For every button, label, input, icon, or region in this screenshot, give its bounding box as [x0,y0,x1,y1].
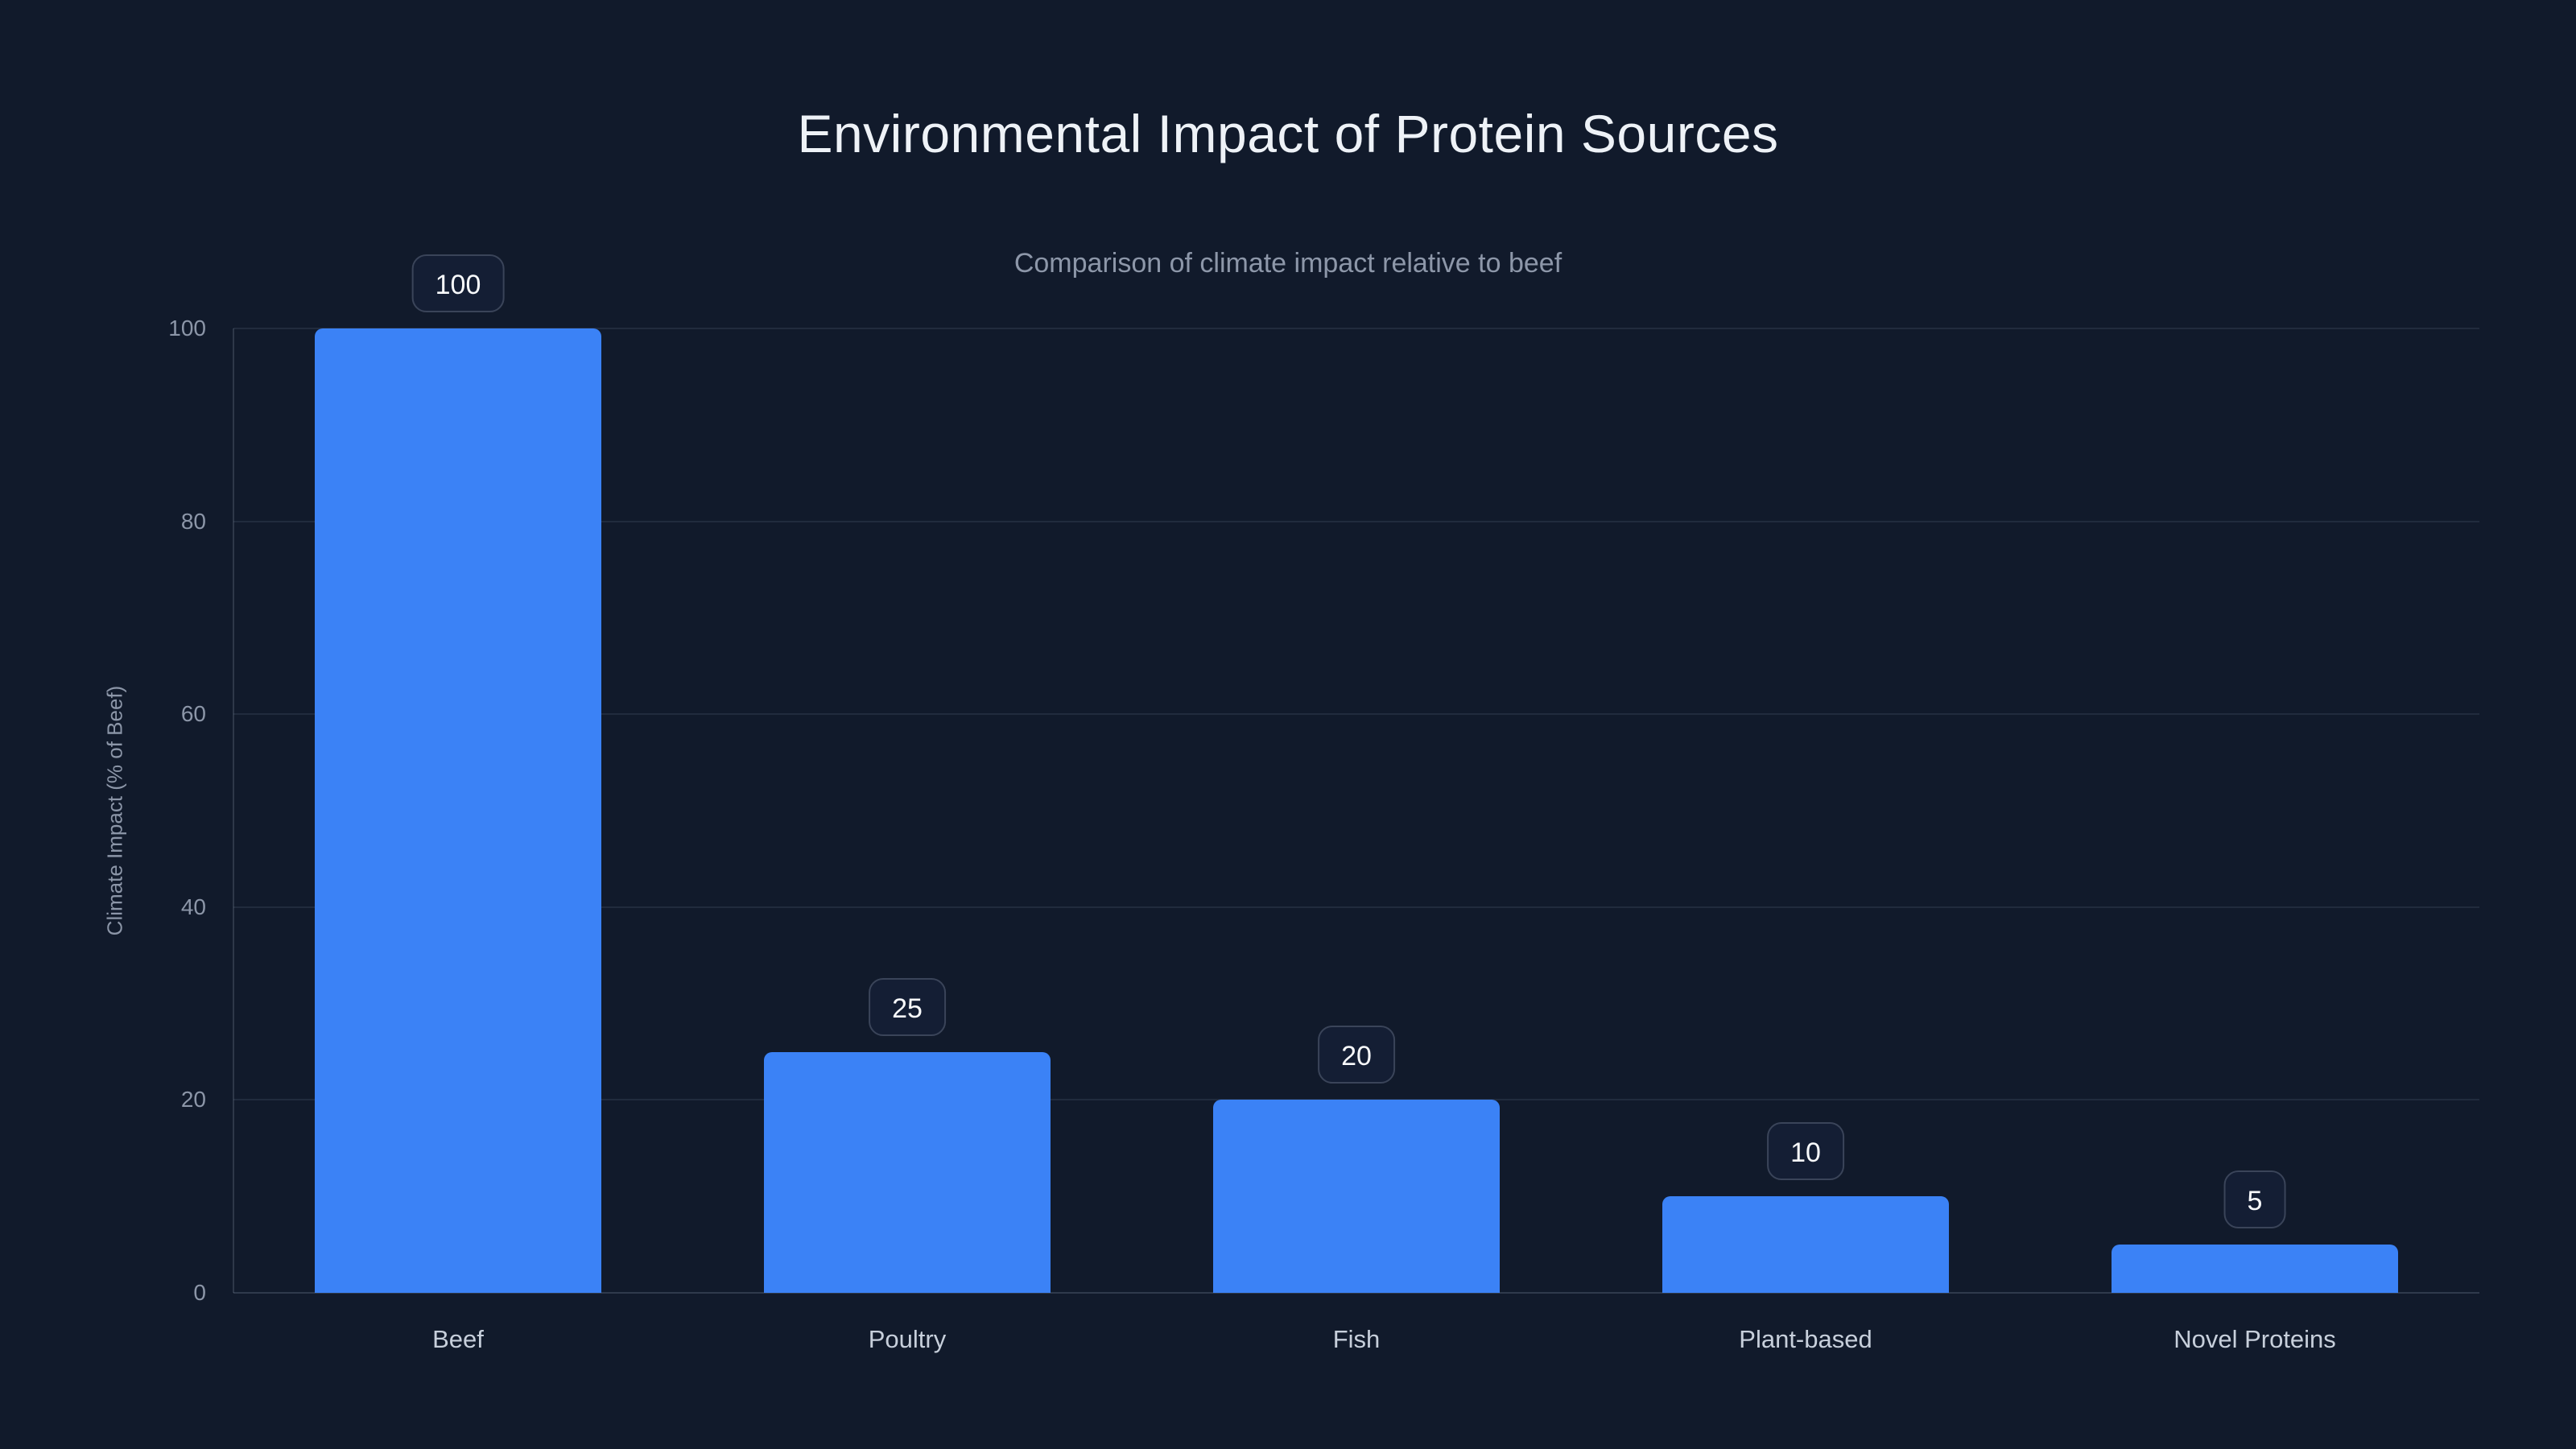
category-label-poultry: Poultry [868,1325,947,1353]
category-label-fish: Fish [1332,1325,1381,1353]
category-label-novel-proteins: Novel Proteins [2174,1325,2336,1353]
y-tick-label-60: 60 [180,701,206,727]
value-badge-plant-based: 10 [1767,1122,1844,1181]
y-tick-label-20: 20 [180,1087,206,1113]
y-axis-line [233,328,234,1293]
chart-subtitle: Comparison of climate impact relative to… [1013,248,1563,279]
category-label-plant-based: Plant-based [1739,1325,1872,1353]
y-tick-label-80: 80 [180,508,206,534]
value-badge-beef: 100 [411,254,505,312]
bar-novel-proteins [2112,1245,2398,1293]
value-badge-poultry: 25 [869,977,946,1036]
y-tick-label-100: 100 [168,316,206,341]
y-tick-label-0: 0 [193,1280,206,1305]
category-label-beef: Beef [432,1325,484,1353]
gridline-40 [233,906,2479,908]
gridline-100 [233,328,2479,329]
gridline-60 [233,713,2479,716]
chart-title: Environmental Impact of Protein Sources [797,104,1779,163]
x-axis-line [233,1292,2479,1294]
gridline-80 [233,520,2479,522]
value-badge-novel-proteins: 5 [2223,1170,2286,1229]
y-tick-label-40: 40 [180,894,206,919]
value-badge-fish: 20 [1318,1026,1395,1084]
bar-poultry [764,1051,1051,1293]
bar-plant-based [1662,1196,1949,1293]
bar-fish [1213,1100,1500,1293]
bar-beef [315,328,601,1293]
